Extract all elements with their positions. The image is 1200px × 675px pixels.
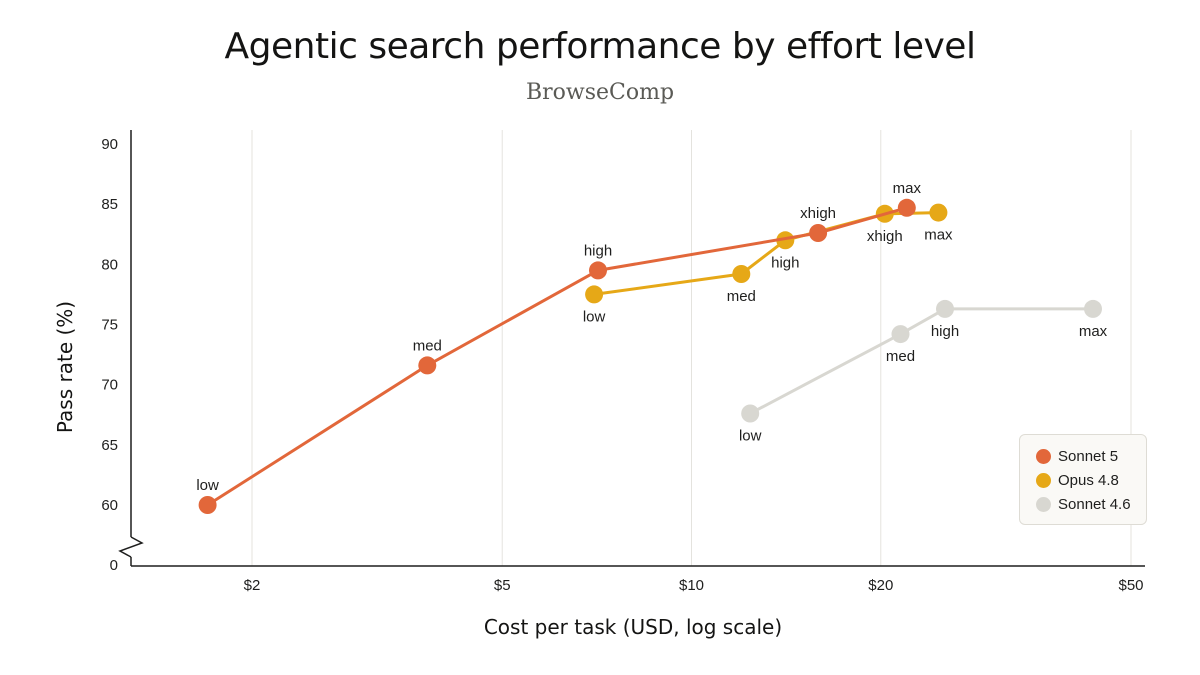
- y-tick-label-0: 0: [110, 557, 118, 574]
- legend: Sonnet 5 Opus 4.8 Sonnet 4.6: [1019, 434, 1147, 525]
- series-sonnet-5: [198, 198, 916, 514]
- legend-swatch-opus-4-8: [1036, 472, 1051, 488]
- axis-layer: $2 $5 $10 $20 $50 90 85 80 75 70 65 60 0 Cost per tas…: [53, 130, 1145, 639]
- x-tick-label-50: $50: [1118, 577, 1143, 594]
- series-line-sonnet-5: [206, 206, 909, 507]
- point-sonnet-4-6-med: [891, 325, 910, 344]
- point-opus-4-8-max: [929, 203, 948, 222]
- y-tick-label-70: 70: [101, 377, 118, 394]
- x-tick-label-5: $5: [494, 577, 511, 594]
- point-label-sonnet-5-med: med: [413, 337, 442, 354]
- point-label-sonnet-5-high: high: [584, 242, 612, 259]
- y-axis-break: [118, 536, 144, 558]
- series-line-opus-4-8: [592, 211, 940, 296]
- point-label-sonnet-4-6-low: low: [739, 428, 762, 445]
- y-tick-label-85: 85: [101, 196, 118, 213]
- x-tick-label-20: $20: [868, 577, 893, 594]
- legend-swatch-sonnet-4-6: [1036, 496, 1051, 512]
- series-opus-4-8: [585, 203, 948, 304]
- point-label-opus-4-8-max: max: [924, 227, 953, 244]
- point-label-opus-4-8-high: high: [771, 254, 799, 271]
- legend-item-sonnet-4-6: Sonnet 4.6: [1036, 492, 1146, 516]
- point-label-sonnet-4-6-med: med: [886, 348, 915, 365]
- point-sonnet-5-med: [418, 356, 437, 375]
- y-tick-label-90: 90: [101, 136, 118, 153]
- legend-label-sonnet-4-6: Sonnet 4.6: [1058, 495, 1131, 513]
- point-label-opus-4-8-low: low: [583, 308, 606, 325]
- point-sonnet-5-low: [198, 496, 217, 514]
- point-label-opus-4-8-xhigh: xhigh: [867, 228, 903, 245]
- point-opus-4-8-high: [776, 231, 795, 250]
- y-tick-label-75: 75: [101, 317, 118, 334]
- point-opus-4-8-low: [585, 285, 604, 304]
- point-sonnet-4-6-high: [936, 299, 954, 318]
- point-label-sonnet-5-low: low: [196, 477, 219, 494]
- grid-layer: [251, 130, 1132, 566]
- point-sonnet-5-max: [897, 198, 916, 217]
- series-layer: [198, 198, 1102, 514]
- point-sonnet-5-xhigh: [809, 224, 828, 242]
- legend-item-sonnet-5: Sonnet 5: [1036, 444, 1146, 468]
- x-tick-label-10: $10: [679, 577, 704, 594]
- x-axis-label: Cost per task (USD, log scale): [484, 615, 782, 639]
- chart-title: Agentic search performance by effort lev…: [224, 26, 976, 67]
- series-sonnet-4-6: [741, 299, 1102, 423]
- x-tick-label-2: $2: [244, 577, 261, 594]
- chart-subtitle: BrowseComp: [525, 80, 675, 105]
- point-label-sonnet-5-xhigh: xhigh: [800, 205, 836, 222]
- series-line-sonnet-4-6: [748, 307, 1095, 415]
- point-sonnet-5-high: [589, 261, 607, 280]
- legend-label-sonnet-5: Sonnet 5: [1058, 447, 1119, 465]
- point-label-sonnet-4-6-max: max: [1079, 323, 1108, 340]
- y-tick-label-65: 65: [101, 437, 118, 454]
- legend-swatch-sonnet-5: [1036, 448, 1051, 464]
- point-label-sonnet-4-6-high: high: [931, 323, 959, 340]
- point-opus-4-8-med: [732, 265, 751, 283]
- point-label-opus-4-8-med: med: [727, 288, 756, 305]
- y-axis-label: Pass rate (%): [53, 301, 77, 433]
- y-tick-label-80: 80: [101, 256, 118, 273]
- y-tick-label-60: 60: [101, 497, 118, 514]
- point-label-sonnet-5-max: max: [893, 180, 922, 197]
- point-sonnet-4-6-low: [741, 404, 760, 423]
- legend-item-opus-4-8: Opus 4.8: [1036, 468, 1146, 492]
- legend-label-opus-4-8: Opus 4.8: [1058, 471, 1119, 489]
- point-sonnet-4-6-max: [1084, 299, 1102, 318]
